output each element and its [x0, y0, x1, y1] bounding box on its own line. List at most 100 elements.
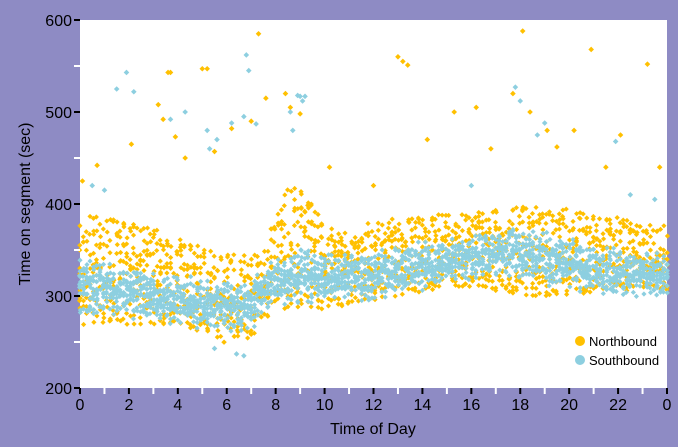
southbound-point [443, 273, 449, 279]
southbound-point [661, 281, 667, 287]
northbound-point [90, 269, 96, 275]
southbound-point [110, 289, 116, 295]
southbound-point [392, 258, 398, 264]
southbound-point [188, 274, 194, 280]
southbound-point [460, 272, 466, 278]
northbound-point [386, 220, 392, 226]
northbound-point [580, 211, 586, 217]
southbound-point [489, 259, 496, 265]
southbound-point [181, 283, 187, 290]
southbound-point [496, 255, 502, 261]
southbound-point [90, 311, 97, 317]
southbound-point [164, 289, 170, 295]
southbound-point [197, 300, 204, 306]
northbound-point [453, 230, 459, 236]
southbound-point [272, 265, 278, 271]
northbound-point [84, 238, 90, 244]
southbound-point [486, 266, 492, 272]
southbound-point [308, 300, 314, 306]
southbound-point [459, 265, 465, 271]
northbound-point [611, 232, 617, 238]
northbound-point [366, 264, 372, 270]
southbound-point [97, 269, 103, 275]
southbound-point [650, 275, 656, 281]
southbound-point [654, 292, 660, 298]
northbound-point [432, 238, 438, 244]
southbound-point [469, 249, 476, 255]
southbound-point [516, 262, 522, 268]
southbound-point-outlier [468, 182, 475, 189]
northbound-point [449, 228, 456, 234]
southbound-point [372, 284, 378, 290]
northbound-point [543, 293, 549, 299]
northbound-point [359, 248, 365, 254]
southbound-point [211, 295, 218, 301]
southbound-point [593, 278, 599, 284]
southbound-point [389, 275, 395, 281]
northbound-point [211, 253, 217, 259]
southbound-point [318, 274, 324, 280]
northbound-point [419, 244, 425, 250]
southbound-point [288, 270, 294, 276]
southbound-point [433, 250, 439, 256]
southbound-point [499, 247, 505, 253]
southbound-point [379, 278, 385, 284]
northbound-point [651, 240, 657, 247]
southbound-point [171, 296, 177, 302]
southbound-point [278, 282, 284, 288]
northbound-point [127, 225, 133, 232]
southbound-point [342, 279, 348, 285]
northbound-point [238, 267, 245, 273]
southbound-point [539, 246, 546, 252]
northbound-point [214, 267, 220, 273]
southbound-point [611, 250, 617, 256]
northbound-point [490, 209, 496, 215]
southbound-point [516, 241, 522, 247]
northbound-point [154, 240, 160, 247]
northbound-point [587, 225, 593, 231]
southbound-point [248, 314, 254, 320]
southbound-point [161, 291, 167, 298]
southbound-point [570, 236, 576, 243]
northbound-point [372, 247, 379, 253]
southbound-point [275, 257, 281, 263]
northbound-point [590, 213, 596, 220]
southbound-point [389, 283, 395, 289]
southbound-point [342, 252, 348, 258]
southbound-point [405, 247, 411, 253]
southbound-point [271, 285, 277, 291]
northbound-point [261, 261, 267, 267]
southbound-point [244, 310, 250, 317]
northbound-point [141, 267, 147, 274]
northbound-point [335, 295, 342, 302]
southbound-point [144, 286, 150, 292]
southbound-point [187, 293, 194, 299]
northbound-point [147, 231, 153, 237]
southbound-point [315, 274, 321, 280]
southbound-point [513, 268, 519, 274]
southbound-point [372, 295, 378, 301]
southbound-point [298, 290, 304, 296]
northbound-point [664, 256, 670, 262]
northbound-point-outlier [473, 104, 480, 111]
northbound-point [412, 225, 418, 231]
southbound-point [208, 303, 214, 309]
southbound-point [399, 275, 405, 281]
southbound-point [449, 264, 456, 270]
northbound-point [442, 219, 449, 226]
northbound-point [603, 253, 610, 259]
northbound-point [479, 219, 485, 225]
northbound-point [285, 304, 291, 310]
southbound-point [275, 261, 281, 268]
northbound-point [150, 250, 156, 257]
southbound-point [533, 257, 539, 263]
northbound-point [627, 221, 634, 227]
northbound-point [489, 278, 495, 284]
northbound-point [178, 265, 184, 271]
southbound-point [422, 283, 429, 289]
southbound-point [201, 315, 207, 321]
southbound-point [533, 268, 539, 274]
northbound-point [308, 201, 314, 207]
southbound-point [392, 278, 398, 284]
northbound-point [597, 238, 603, 244]
